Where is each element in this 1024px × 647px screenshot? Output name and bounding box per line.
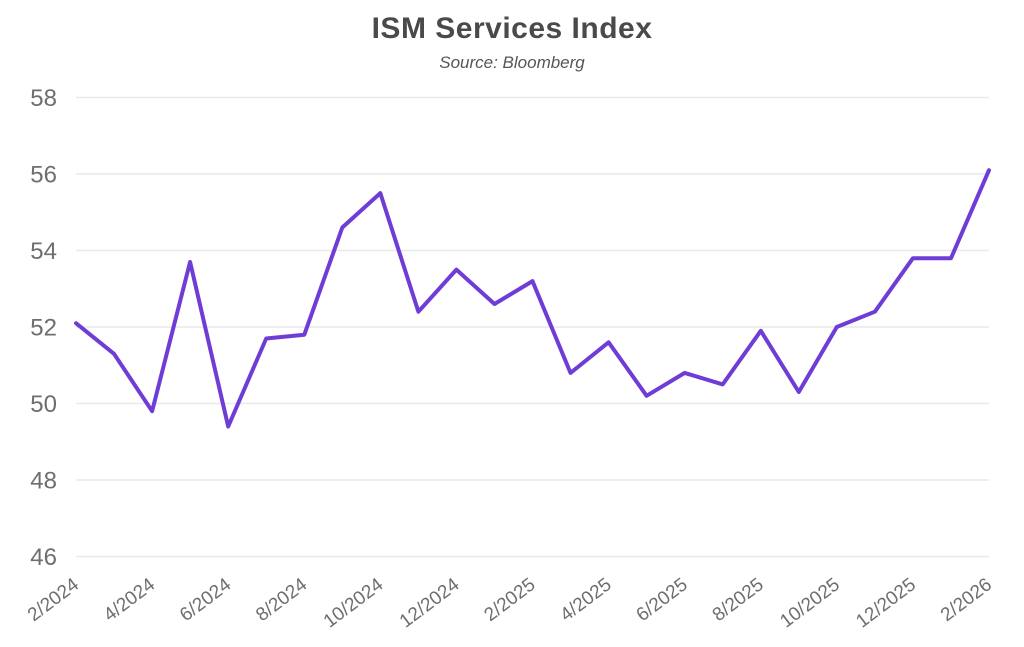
series-line (74, 168, 991, 429)
x-axis-tick-label: 4/2024 (100, 574, 159, 626)
x-axis-tick-label: 8/2024 (252, 574, 311, 626)
x-axis-tick-label: 6/2024 (176, 574, 235, 626)
x-axis-tick-label: 2/2025 (480, 574, 539, 626)
y-axis-tick-label: 54 (30, 238, 57, 265)
y-axis-tick-label: 46 (30, 544, 57, 571)
y-axis-tick-label: 50 (30, 391, 57, 418)
x-axis-tick-label: 2/2026 (937, 574, 996, 626)
x-axis-tick-label: 4/2025 (557, 574, 616, 626)
x-axis-tick-label: 10/2024 (320, 574, 388, 632)
x-axis-tick-label: 12/2025 (852, 574, 919, 632)
y-axis-tick-label: 58 (30, 85, 57, 112)
x-axis-tick-label: 8/2025 (709, 574, 768, 626)
x-axis-tick-label: 12/2024 (396, 574, 464, 632)
chart-title: ISM Services Index (371, 12, 653, 45)
y-axis-tick-label: 48 (30, 468, 57, 495)
x-axis-tick-label: 10/2025 (776, 574, 843, 632)
x-axis-tick-label: 2/2024 (24, 574, 83, 626)
y-axis-tick-label: 52 (30, 315, 57, 342)
x-axis-tick-label: 6/2025 (633, 574, 692, 626)
chart-subtitle: Source: Bloomberg (439, 53, 585, 72)
y-axis-tick-label: 56 (30, 162, 57, 189)
